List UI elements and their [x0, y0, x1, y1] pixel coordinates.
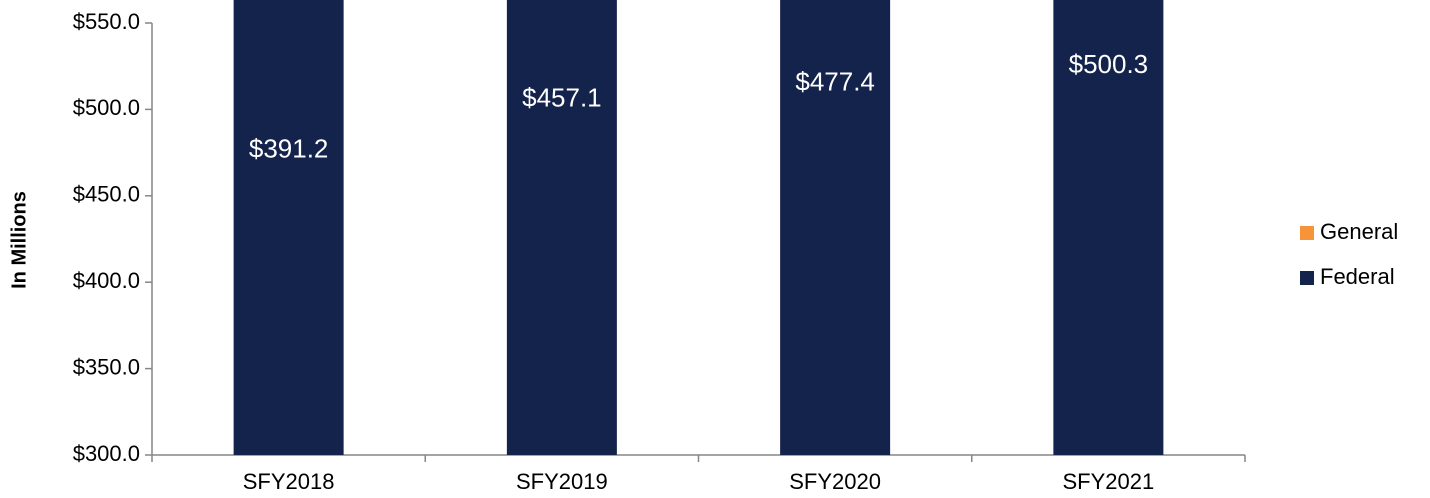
data-label: $457.1 [522, 82, 602, 112]
x-tick-label: SFY2020 [789, 469, 881, 494]
y-tick-label: $400.0 [73, 268, 140, 293]
y-tick-label: $450.0 [73, 182, 140, 207]
legend-swatch [1300, 226, 1314, 240]
x-tick-label: SFY2018 [243, 469, 335, 494]
data-label: $477.4 [795, 67, 875, 97]
bar-segment [233, 0, 344, 455]
y-tick-label: $500.0 [73, 95, 140, 120]
bar-segment [506, 0, 617, 455]
legend-label: General [1320, 219, 1398, 244]
legend-swatch [1300, 271, 1314, 285]
x-tick-label: SFY2021 [1063, 469, 1155, 494]
data-label: $500.3 [1069, 49, 1149, 79]
data-label: $391.2 [249, 134, 329, 164]
bar-segment [1053, 0, 1164, 455]
y-axis-title: In Millions [8, 191, 30, 289]
x-tick-label: SFY2019 [516, 469, 608, 494]
y-tick-label: $350.0 [73, 354, 140, 379]
y-tick-label: $300.0 [73, 441, 140, 466]
y-tick-label: $550.0 [73, 9, 140, 34]
bar-segment [780, 0, 891, 455]
legend-label: Federal [1320, 264, 1395, 289]
